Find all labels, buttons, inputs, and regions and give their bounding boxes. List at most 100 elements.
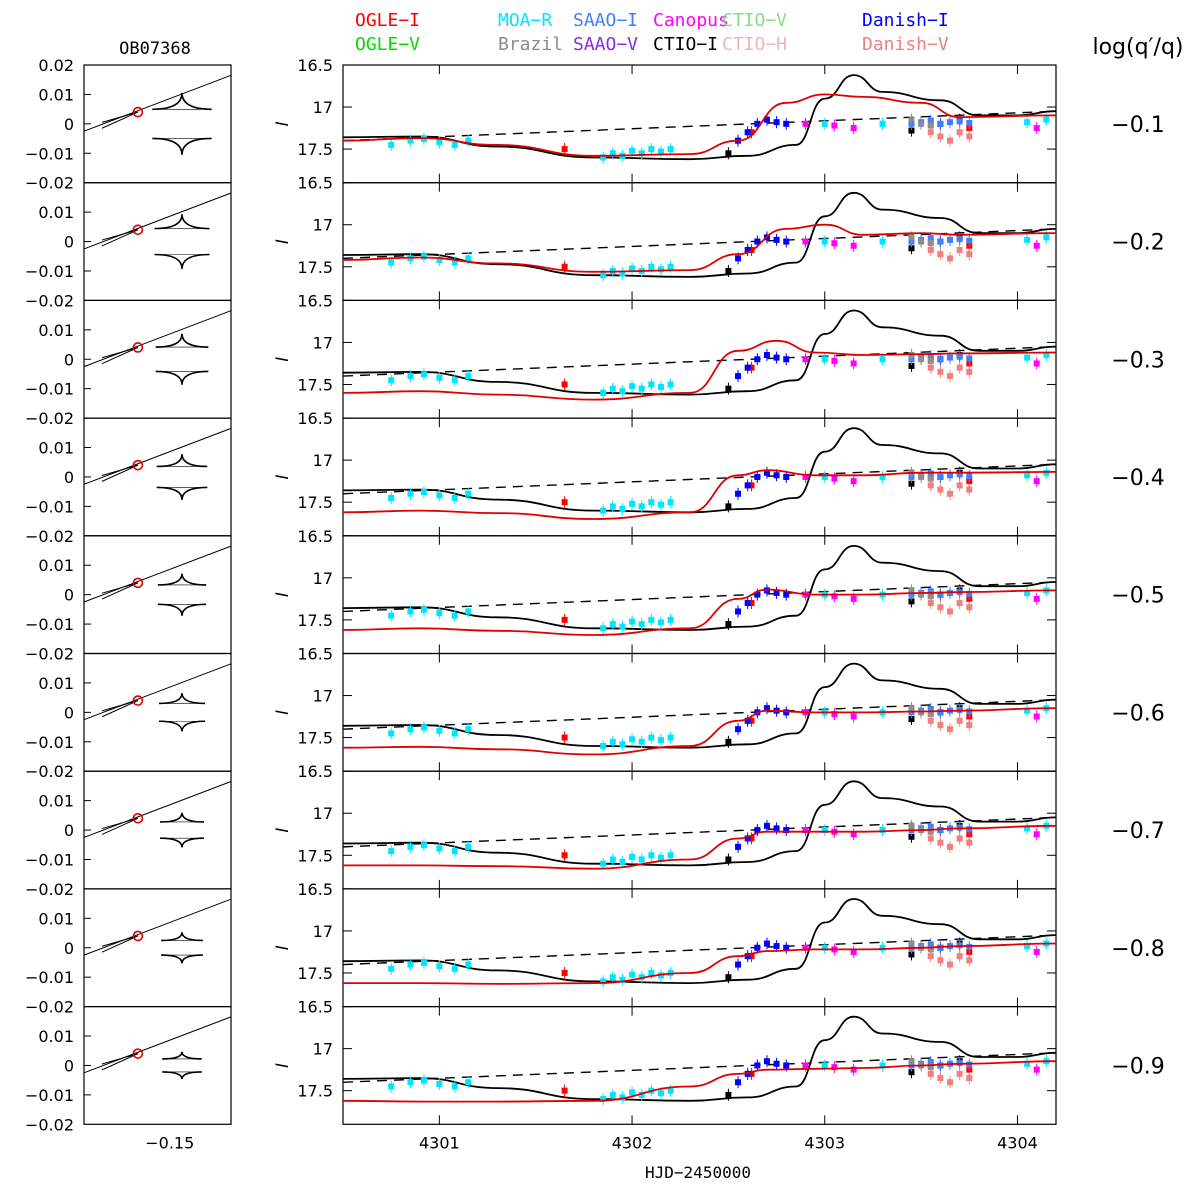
x-tick-label: 4301	[419, 1133, 460, 1152]
caustic-lower	[156, 486, 208, 500]
caustic-upper	[161, 932, 203, 942]
data-point	[966, 120, 973, 127]
data-point	[783, 709, 790, 716]
data-point	[725, 856, 732, 863]
data-point	[937, 120, 944, 127]
data-point	[908, 587, 915, 594]
data-point	[927, 122, 934, 129]
y-tick-label: 17	[313, 333, 333, 352]
caustic-y-tick-label: 0.02	[38, 56, 74, 75]
caustic-panel-frame	[83, 182, 232, 301]
data-point	[966, 473, 973, 480]
data-point	[667, 499, 674, 506]
legend-label: Brazil	[498, 34, 563, 55]
data-point	[600, 154, 607, 161]
data-point	[609, 738, 616, 745]
binary-model-fit	[342, 93, 1057, 157]
data-point	[388, 259, 395, 266]
caustic-lower	[161, 954, 203, 964]
data-point	[966, 839, 973, 846]
data-point	[908, 716, 915, 723]
data-point	[937, 486, 944, 493]
source-trajectory-line	[83, 781, 232, 838]
caustic-upper	[157, 573, 207, 586]
data-point	[927, 600, 934, 607]
data-point	[629, 500, 636, 507]
data-point	[388, 612, 395, 619]
data-point	[947, 472, 954, 479]
data-point	[850, 1066, 857, 1073]
source-trajectory-line	[83, 192, 232, 250]
data-point	[600, 272, 607, 279]
data-point	[927, 357, 934, 364]
caustic-lower	[152, 137, 212, 155]
data-point	[927, 475, 934, 482]
data-point	[600, 742, 607, 749]
data-point	[927, 835, 934, 842]
data-point	[908, 822, 915, 829]
legend-label: CTIO−I	[653, 34, 718, 55]
data-point	[609, 621, 616, 628]
baseline-dashed-line	[342, 463, 1057, 495]
y-tick-label: 16.5	[297, 174, 333, 193]
data-point	[725, 1091, 732, 1098]
lens-axis-line	[101, 229, 139, 241]
data-point	[388, 494, 395, 501]
legend-label: OGLE−I	[355, 10, 420, 31]
panel-row: 0.01 0 −0.01 −0.02 16.5 17 17.5 I −0.7	[25, 762, 1165, 899]
data-point	[619, 741, 626, 748]
y-tick-label: 17	[313, 1040, 333, 1059]
data-point	[937, 591, 944, 598]
data-point	[783, 944, 790, 951]
x-axis-label: HJD−2450000	[645, 1163, 751, 1182]
data-point	[908, 480, 915, 487]
y-axis-label: I	[273, 710, 293, 715]
panel-row: 0.01 0 −0.01 −0.02 16.5 17 17.5 I −0.8	[25, 880, 1165, 1017]
data-point	[1024, 825, 1031, 832]
data-point	[956, 353, 963, 360]
data-point	[918, 238, 925, 245]
data-point	[850, 125, 857, 132]
data-point	[1024, 943, 1031, 950]
data-point	[648, 263, 655, 270]
y-tick-label: 17.5	[297, 375, 333, 394]
data-point	[773, 472, 780, 479]
data-point	[609, 974, 616, 981]
data-point	[600, 860, 607, 867]
single-lens-curve	[342, 427, 1057, 514]
source-circle	[132, 930, 144, 942]
data-point	[388, 377, 395, 384]
data-point	[947, 119, 954, 126]
data-point	[802, 827, 809, 834]
data-point	[947, 255, 954, 262]
legend-label: SAAO−I	[573, 10, 638, 31]
data-point	[629, 265, 636, 272]
data-point	[879, 356, 886, 363]
data-point	[638, 738, 645, 745]
data-point	[831, 357, 838, 364]
data-point	[937, 368, 944, 375]
data-point	[388, 141, 395, 148]
source-trajectory-line	[83, 898, 232, 956]
data-point	[773, 1060, 780, 1067]
data-point	[956, 717, 963, 724]
data-point	[908, 1069, 915, 1076]
data-point	[908, 598, 915, 605]
caustic-y-tick-label: −0.02	[25, 174, 74, 193]
data-point	[388, 1083, 395, 1090]
data-point	[735, 255, 742, 262]
data-point	[561, 499, 568, 506]
y-axis-label: I	[273, 357, 293, 362]
panel-row: 0.01 0 −0.01 −0.02 16.5 17 17.5 I −0.5	[25, 527, 1165, 664]
data-point	[908, 116, 915, 123]
data-point	[783, 1062, 790, 1069]
data-point	[735, 608, 742, 615]
caustic-y-tick-label: 0	[64, 939, 74, 958]
y-tick-label: 16.5	[297, 645, 333, 664]
caustic-lower	[160, 837, 204, 848]
data-point	[561, 263, 568, 270]
data-point	[667, 616, 674, 623]
data-point	[648, 146, 655, 153]
data-point	[927, 1064, 934, 1071]
data-point	[420, 1077, 427, 1084]
